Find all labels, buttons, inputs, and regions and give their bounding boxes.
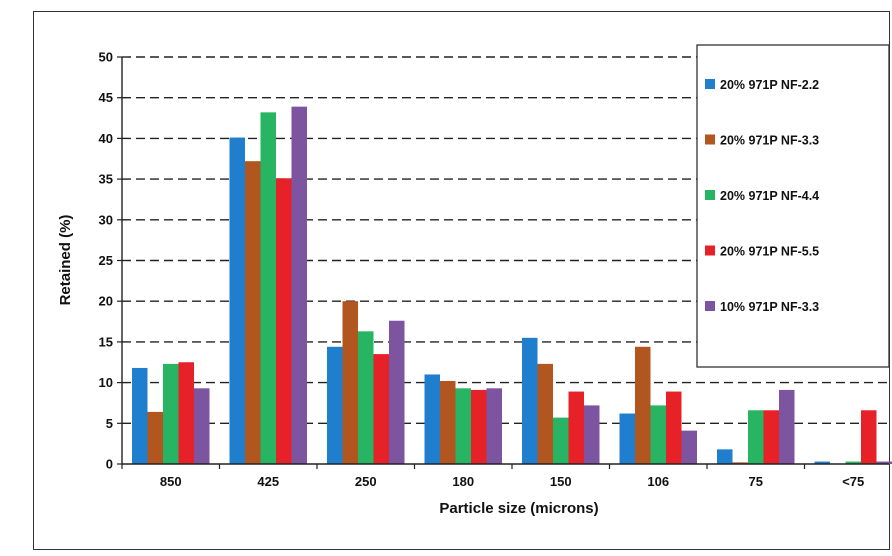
bar xyxy=(327,346,343,464)
y-tick-label: 50 xyxy=(99,50,113,65)
bar xyxy=(260,112,276,465)
bar xyxy=(876,461,892,464)
bar xyxy=(486,388,502,464)
bar xyxy=(471,389,487,464)
y-tick-label: 25 xyxy=(99,253,113,268)
y-tick-label: 35 xyxy=(99,172,113,187)
legend-label: 20% 971P NF-4.4 xyxy=(720,189,819,203)
legend-swatch xyxy=(705,79,715,89)
y-tick-label: 45 xyxy=(99,90,113,105)
bar xyxy=(229,137,245,464)
legend-swatch xyxy=(705,245,715,256)
y-tick-label: 10 xyxy=(99,375,113,390)
legend-label: 10% 971P NF-3.3 xyxy=(720,300,819,314)
bars xyxy=(132,106,892,465)
bar xyxy=(635,346,651,464)
x-tick-label: 75 xyxy=(749,474,763,489)
bar xyxy=(537,363,553,464)
bar xyxy=(178,362,194,464)
bar xyxy=(763,410,779,464)
x-tick-label: 106 xyxy=(647,474,669,489)
y-tick-label: 40 xyxy=(99,131,113,146)
legend-swatch xyxy=(705,190,715,200)
bar xyxy=(194,388,210,464)
bar xyxy=(440,380,456,464)
bar xyxy=(163,363,179,464)
x-tick-label: 850 xyxy=(160,474,182,489)
bar xyxy=(291,106,307,465)
y-tick-label: 5 xyxy=(106,416,113,431)
legend-label: 20% 971P NF-2.2 xyxy=(720,78,819,92)
bar xyxy=(455,388,471,464)
bar xyxy=(584,405,600,464)
y-axis-title: Retained (%) xyxy=(57,215,74,306)
x-tick-label: 250 xyxy=(355,474,377,489)
axes: 0 5 10 15 20 25 30 35 40 45 50 850 425 250 180 150 106 75… xyxy=(99,50,889,489)
legend-box xyxy=(696,44,890,368)
bar xyxy=(568,391,584,464)
y-tick-label: 0 xyxy=(106,457,113,472)
bar xyxy=(845,461,861,464)
x-axis-title: Particle size (microns) xyxy=(439,500,598,517)
legend-label: 20% 971P NF-3.3 xyxy=(720,134,819,148)
bar xyxy=(342,301,358,464)
bar xyxy=(373,354,389,464)
bar xyxy=(522,337,538,464)
bar xyxy=(779,389,795,464)
bar xyxy=(389,320,405,464)
bar xyxy=(717,449,733,464)
x-tick-label: 150 xyxy=(550,474,572,489)
bar xyxy=(147,411,163,464)
bar xyxy=(681,430,697,464)
bar xyxy=(358,331,374,464)
legend: 20% 971P NF-2.2 20% 971P NF-3.3 20% 971P N… xyxy=(696,44,890,368)
legend-swatch xyxy=(705,134,715,145)
bar xyxy=(245,161,261,464)
bar xyxy=(748,410,764,464)
y-tick-label: 15 xyxy=(99,334,113,349)
x-tick-label: <75 xyxy=(842,474,864,489)
legend-swatch xyxy=(705,301,715,311)
bar xyxy=(814,461,830,464)
bar xyxy=(861,410,877,464)
bar xyxy=(132,367,148,464)
bar xyxy=(666,391,682,464)
bar xyxy=(424,374,440,464)
x-tick-label: 425 xyxy=(257,474,279,489)
bar xyxy=(732,462,748,464)
bar xyxy=(650,405,666,464)
y-tick-label: 30 xyxy=(99,212,113,227)
bar xyxy=(553,417,569,464)
x-tick-label: 180 xyxy=(452,474,474,489)
bar xyxy=(276,178,292,464)
y-tick-label: 20 xyxy=(99,294,113,309)
bar xyxy=(619,413,635,464)
legend-label: 20% 971P NF-5.5 xyxy=(720,245,819,259)
